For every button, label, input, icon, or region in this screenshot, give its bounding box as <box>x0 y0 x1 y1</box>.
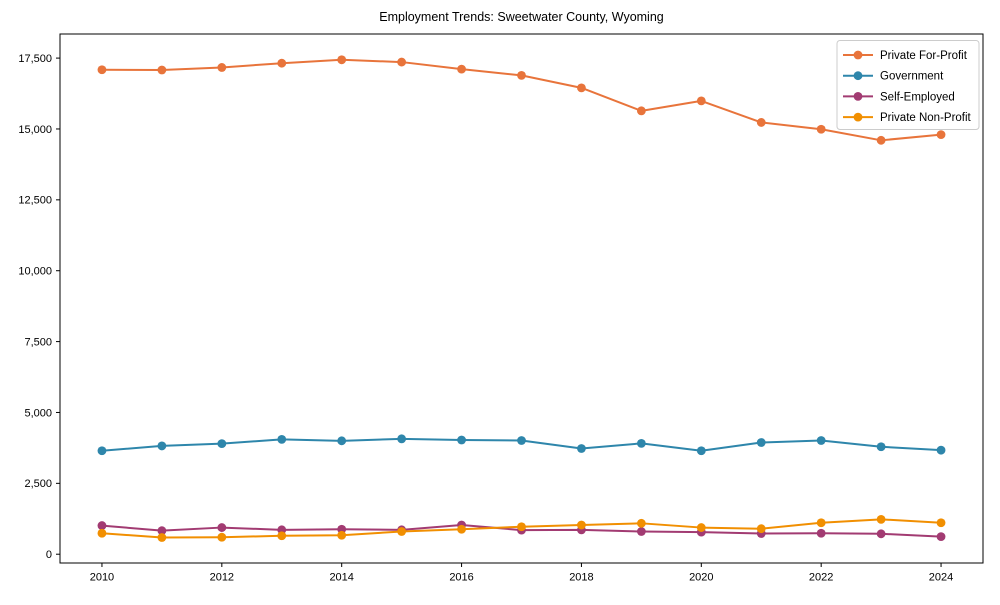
chart-marker-private-non-profit <box>337 530 347 540</box>
legend-box <box>836 40 980 130</box>
chart-marker-self-employed <box>936 532 946 542</box>
x-tick-label: 2010 <box>90 572 114 584</box>
chart-marker-government <box>756 438 766 447</box>
chart-marker-government <box>97 446 107 456</box>
chart-marker-private-non-profit <box>217 532 227 542</box>
chart-marker-government <box>397 434 407 444</box>
chart-marker-private-non-profit <box>696 523 706 532</box>
legend-marker-self-employed <box>853 92 863 101</box>
chart-marker-private-for-profit <box>876 135 886 145</box>
chart-marker-private-non-profit <box>397 527 407 536</box>
chart-marker-self-employed <box>97 521 107 530</box>
chart-marker-private-non-profit <box>457 524 466 534</box>
chart-title: Employment Trends: Sweetwater County, Wy… <box>379 10 664 24</box>
chart-marker-government <box>936 445 946 455</box>
chart-marker-government <box>636 438 646 448</box>
chart-marker-private-for-profit <box>277 58 287 68</box>
legend-label-self-employed: Self-Employed <box>880 91 955 103</box>
chart-marker-private-for-profit <box>577 83 586 93</box>
chart-marker-government <box>277 434 287 444</box>
x-tick-label: 2022 <box>809 572 833 584</box>
chart-marker-private-non-profit <box>517 522 526 532</box>
legend-marker-private-for-profit <box>853 50 863 60</box>
y-tick-label: 17,500 <box>18 53 52 65</box>
chart-marker-self-employed <box>217 523 227 532</box>
chart-marker-private-non-profit <box>577 520 586 530</box>
y-tick-label: 0 <box>46 549 52 561</box>
chart-marker-government <box>457 435 466 445</box>
chart-marker-private-for-profit <box>157 65 167 75</box>
x-tick-label: 2024 <box>929 572 953 584</box>
chart-marker-self-employed <box>157 526 167 536</box>
x-tick-label: 2018 <box>569 572 593 584</box>
chart-marker-private-non-profit <box>816 518 826 528</box>
chart-marker-private-non-profit <box>756 524 766 534</box>
chart-marker-private-for-profit <box>696 96 706 106</box>
y-tick-label: 12,500 <box>18 195 52 207</box>
x-tick-label: 2014 <box>329 572 353 584</box>
chart-marker-private-non-profit <box>277 531 287 541</box>
y-tick-label: 7,500 <box>24 336 52 348</box>
chart-marker-government <box>876 442 886 452</box>
chart-marker-private-for-profit <box>936 130 946 140</box>
legend-label-private-for-profit: Private For-Profit <box>880 50 968 62</box>
chart-marker-government <box>157 441 167 451</box>
chart-marker-government <box>696 446 706 456</box>
chart-marker-private-for-profit <box>636 106 646 116</box>
y-tick-label: 15,000 <box>18 124 52 136</box>
x-tick-label: 2020 <box>689 572 713 584</box>
plot-area-border <box>59 33 984 564</box>
chart-marker-private-non-profit <box>936 518 946 528</box>
legend-label-private-non-profit: Private Non-Profit <box>880 112 972 124</box>
chart-marker-private-for-profit <box>816 124 826 134</box>
chart-marker-private-for-profit <box>337 55 347 65</box>
y-tick-label: 5,000 <box>24 407 52 419</box>
chart-marker-private-for-profit <box>517 70 526 80</box>
legend-label-government: Government <box>880 71 944 83</box>
chart-marker-government <box>337 436 347 446</box>
chart-marker-self-employed <box>636 527 646 536</box>
legend-marker-private-non-profit <box>853 112 863 122</box>
legend-marker-government <box>853 71 863 81</box>
chart-marker-private-non-profit <box>97 528 107 538</box>
chart-marker-private-for-profit <box>97 65 107 75</box>
chart-marker-private-for-profit <box>457 64 466 74</box>
chart-marker-self-employed <box>876 529 886 539</box>
chart-marker-private-non-profit <box>876 514 886 524</box>
chart-marker-private-for-profit <box>756 118 766 127</box>
chart-marker-government <box>517 436 526 445</box>
chart-marker-self-employed <box>816 528 826 538</box>
y-tick-label: 2,500 <box>24 478 52 490</box>
chart-marker-government <box>816 436 826 445</box>
x-tick-label: 2012 <box>210 572 234 584</box>
chart-marker-government <box>577 444 586 453</box>
y-tick-label: 10,000 <box>18 266 52 278</box>
x-tick-label: 2016 <box>449 572 473 584</box>
chart-marker-private-non-profit <box>157 533 167 542</box>
chart-marker-private-for-profit <box>217 63 227 72</box>
chart-marker-private-non-profit <box>636 518 646 528</box>
chart-marker-government <box>217 439 227 449</box>
chart-marker-private-for-profit <box>397 57 407 67</box>
